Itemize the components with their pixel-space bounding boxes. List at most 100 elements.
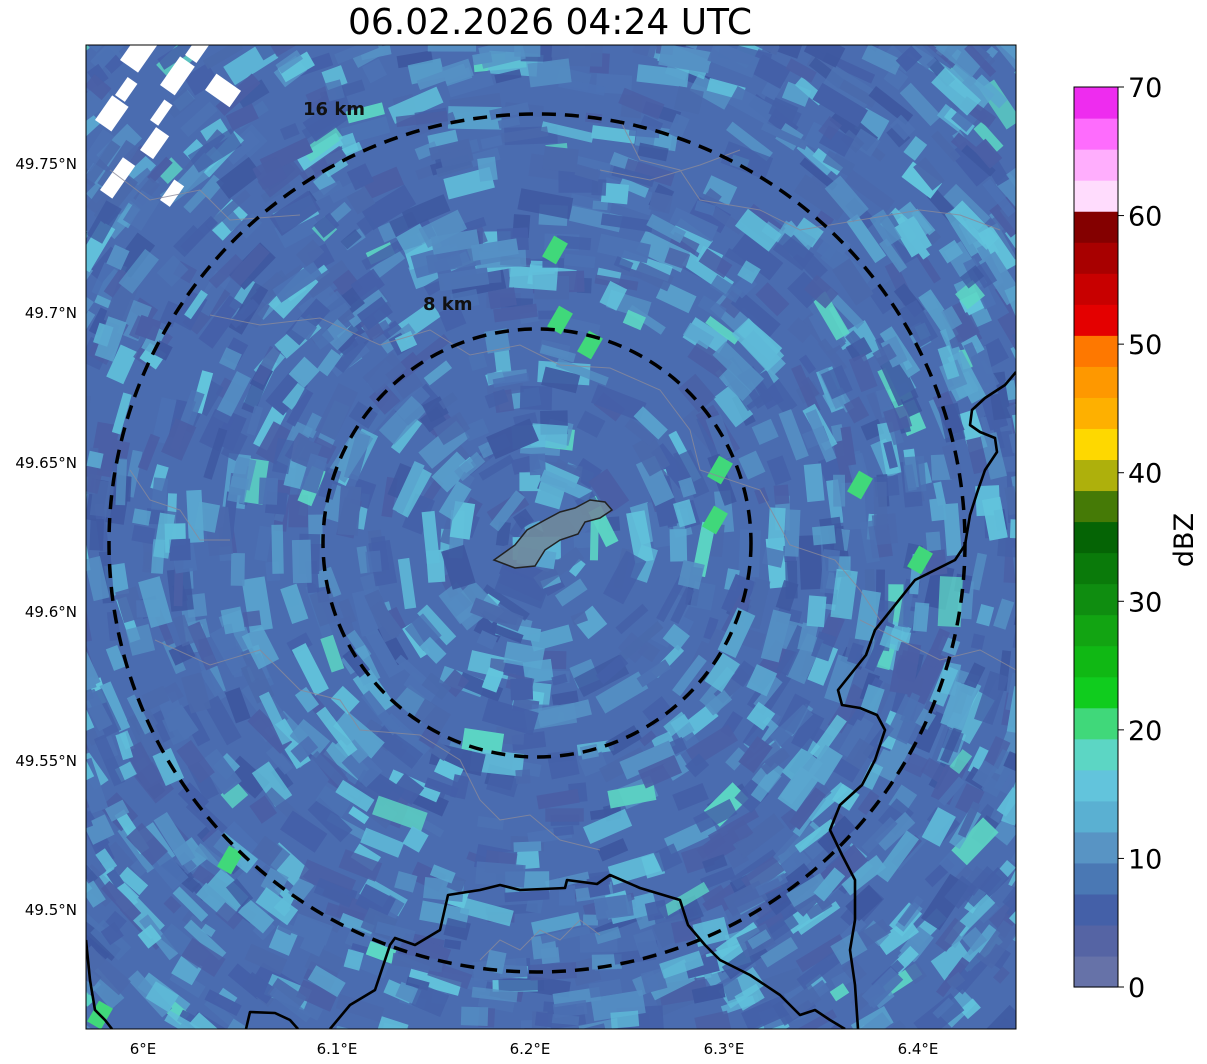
reflectivity-cell [785, 58, 817, 83]
reflectivity-cell [126, 694, 153, 735]
range-ring-8km [321, 327, 753, 759]
reflectivity-cell [1014, 401, 1016, 421]
reflectivity-cell [198, 748, 242, 795]
reflectivity-cell [272, 438, 295, 475]
reflectivity-cell [664, 247, 691, 270]
range-ring-16km [107, 112, 967, 974]
reflectivity-cell [320, 634, 345, 673]
reflectivity-cell [515, 769, 531, 785]
lon-tick-label: 6.4°E [898, 1040, 939, 1058]
reflectivity-cell [1004, 486, 1016, 516]
reflectivity-cell [167, 704, 199, 740]
reflectivity-cell [949, 200, 999, 250]
reflectivity-cell [810, 714, 847, 760]
reflectivity-cell [529, 453, 546, 476]
reflectivity-cell [252, 45, 295, 61]
reflectivity-cell [591, 178, 607, 196]
reflectivity-cell [218, 347, 242, 371]
reflectivity-cell [574, 164, 601, 182]
reflectivity-cell [338, 598, 357, 625]
reflectivity-cell [872, 343, 897, 367]
reflectivity-cell [816, 210, 835, 227]
reflectivity-cell [796, 142, 833, 176]
reflectivity-cell [738, 450, 766, 480]
reflectivity-cell [111, 392, 132, 435]
reflectivity-cell [846, 1011, 892, 1029]
reflectivity-cell [450, 288, 480, 311]
reflectivity-cell [86, 683, 95, 732]
reflectivity-cell [886, 122, 911, 148]
colorbar-band [1074, 87, 1118, 119]
reflectivity-cell [337, 485, 362, 536]
reflectivity-cell [933, 481, 946, 507]
reflectivity-cell [669, 528, 688, 562]
reflectivity-cell [820, 365, 853, 400]
reflectivity-cell [457, 672, 504, 702]
reflectivity-cell [1033, 558, 1043, 573]
reflectivity-cell [486, 418, 539, 460]
colorbar-band [1074, 211, 1118, 243]
reflectivity-cell [595, 654, 629, 685]
colorbar-band [1074, 304, 1118, 336]
reflectivity-cell [831, 258, 874, 306]
reflectivity-cell [800, 376, 820, 399]
reflectivity-cell [116, 298, 152, 342]
reflectivity-cell [709, 274, 743, 303]
reflectivity-cell [118, 248, 159, 294]
lon-tick-label: 6.3°E [704, 1040, 745, 1058]
reflectivity-cell [189, 1012, 232, 1029]
reflectivity-cell [220, 606, 246, 635]
reflectivity-cell [86, 139, 121, 187]
reflectivity-cell [1003, 751, 1016, 774]
reflectivity-cell [675, 449, 710, 499]
reflectivity-cell [438, 392, 458, 410]
reflectivity-cell [163, 87, 196, 119]
reflectivity-cell [310, 326, 335, 350]
reflectivity-cell [935, 45, 986, 78]
reflectivity-cell [88, 307, 111, 336]
reflectivity-cell [493, 348, 512, 374]
reflectivity-cell [961, 144, 996, 177]
reflectivity-cell [225, 878, 254, 908]
reflectivity-cell [797, 622, 819, 653]
reflectivity-cell [1006, 686, 1016, 734]
reflectivity-cell [62, 385, 85, 404]
reflectivity-cell [364, 625, 407, 678]
reflectivity-cell [669, 207, 719, 242]
reflectivity-cell [391, 773, 425, 806]
reflectivity-cell [636, 64, 690, 88]
reflectivity-cell [976, 1004, 1016, 1029]
no-data-patch [119, 45, 161, 73]
reflectivity-cell [343, 949, 364, 971]
reflectivity-cell [459, 897, 514, 927]
reflectivity-cell [822, 150, 856, 177]
reflectivity-cell [918, 289, 961, 342]
reflectivity-cell [327, 427, 374, 483]
reflectivity-cell [251, 761, 293, 807]
reflectivity-cell [698, 248, 733, 279]
lat-tick-label: 49.6°N [25, 603, 77, 621]
reflectivity-cell [161, 418, 197, 461]
reflectivity-cell [118, 866, 149, 896]
reflectivity-cell [858, 918, 892, 948]
reflectivity-cell [291, 642, 329, 696]
reflectivity-cell [394, 372, 424, 400]
colorbar-frame [1073, 86, 1119, 988]
reflectivity-cell [633, 406, 668, 440]
reflectivity-cell [778, 409, 809, 461]
reflectivity-cell-high [547, 305, 573, 335]
reflectivity-cell [131, 524, 156, 545]
reflectivity-cell [795, 934, 847, 973]
reflectivity-cell [106, 244, 130, 271]
colorbar-band [1074, 645, 1118, 678]
reflectivity-cell [760, 121, 809, 150]
reflectivity-cell [902, 455, 927, 493]
reflectivity-cell [644, 899, 669, 922]
reflectivity-cell [859, 684, 885, 716]
reflectivity-cell [350, 268, 385, 302]
range-rings [107, 112, 967, 974]
reflectivity-cell [86, 555, 110, 602]
reflectivity-cell [86, 45, 87, 60]
reflectivity-cell [338, 132, 359, 155]
reflectivity-cell-high [542, 235, 568, 265]
